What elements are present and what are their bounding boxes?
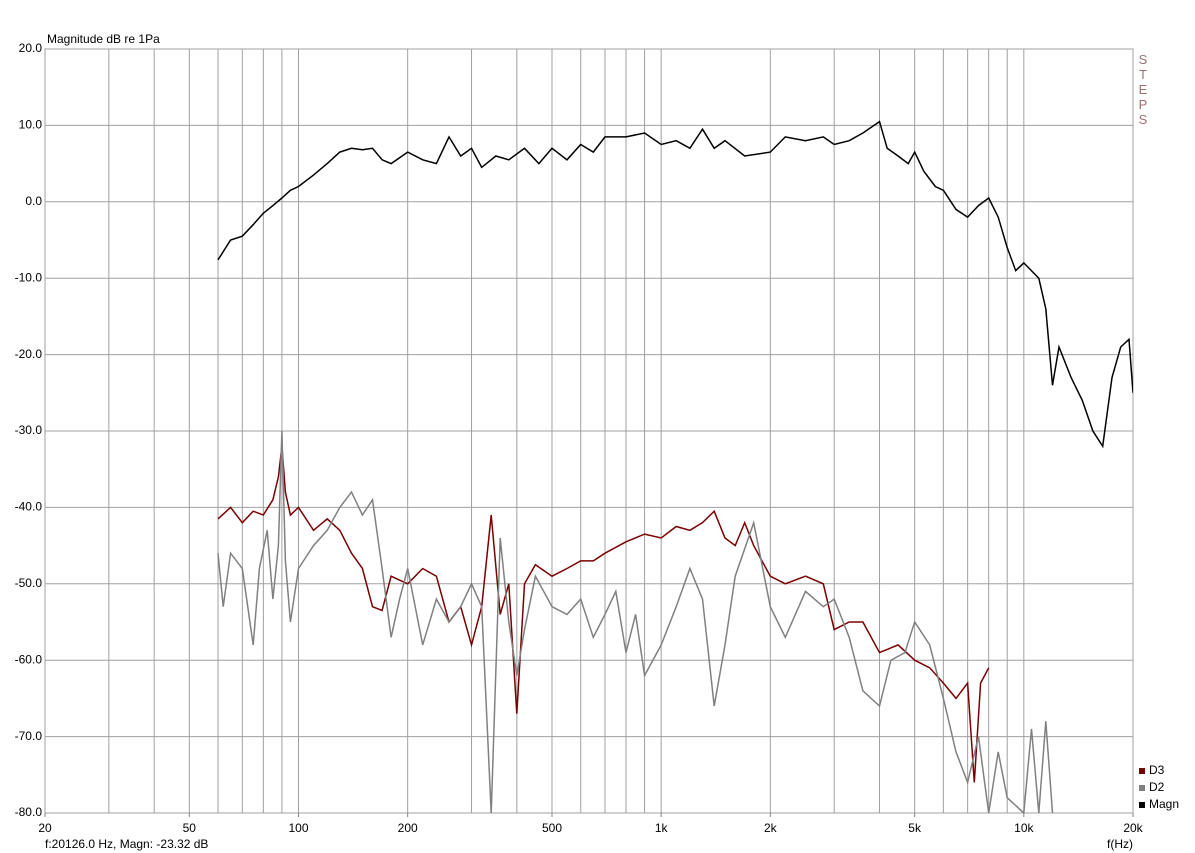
y-tick-label: -10.0 <box>15 270 43 284</box>
legend-label: D3 <box>1149 763 1165 777</box>
x-tick-label: 100 <box>288 821 308 835</box>
x-tick-label: 2k <box>764 821 778 835</box>
series-line <box>217 446 990 783</box>
y-tick-label: -50.0 <box>15 576 43 590</box>
y-tick-label: -60.0 <box>15 652 43 666</box>
y-tick-label: -30.0 <box>15 423 43 437</box>
status-text: f:20126.0 Hz, Magn: -23.32 dB <box>45 837 208 851</box>
x-tick-label: 20 <box>38 821 52 835</box>
legend-swatch <box>1139 768 1145 774</box>
x-tick-label: 10k <box>1014 821 1034 835</box>
chart-title: Magnitude dB re 1Pa <box>47 32 160 46</box>
y-tick-label: 10.0 <box>19 118 43 132</box>
x-tick-label: 50 <box>183 821 197 835</box>
x-tick-label: 20k <box>1123 821 1143 835</box>
x-axis-label: f(Hz) <box>1107 837 1133 851</box>
legend-swatch <box>1139 785 1145 791</box>
series-line <box>217 120 1133 449</box>
y-tick-label: 0.0 <box>25 194 42 208</box>
legend-label: D2 <box>1149 780 1165 794</box>
legend-label: Magn <box>1149 797 1179 811</box>
y-tick-label: 20.0 <box>19 41 43 55</box>
series-line <box>217 430 1054 813</box>
x-tick-label: 500 <box>542 821 562 835</box>
y-tick-label: -20.0 <box>15 347 43 361</box>
y-tick-label: -80.0 <box>15 805 43 819</box>
x-tick-label: 5k <box>908 821 922 835</box>
x-tick-label: 200 <box>398 821 418 835</box>
y-tick-label: -40.0 <box>15 500 43 514</box>
x-tick-label: 1k <box>655 821 669 835</box>
watermark: STEPS <box>1136 52 1151 127</box>
y-tick-label: -70.0 <box>15 729 43 743</box>
legend-swatch <box>1139 802 1145 808</box>
